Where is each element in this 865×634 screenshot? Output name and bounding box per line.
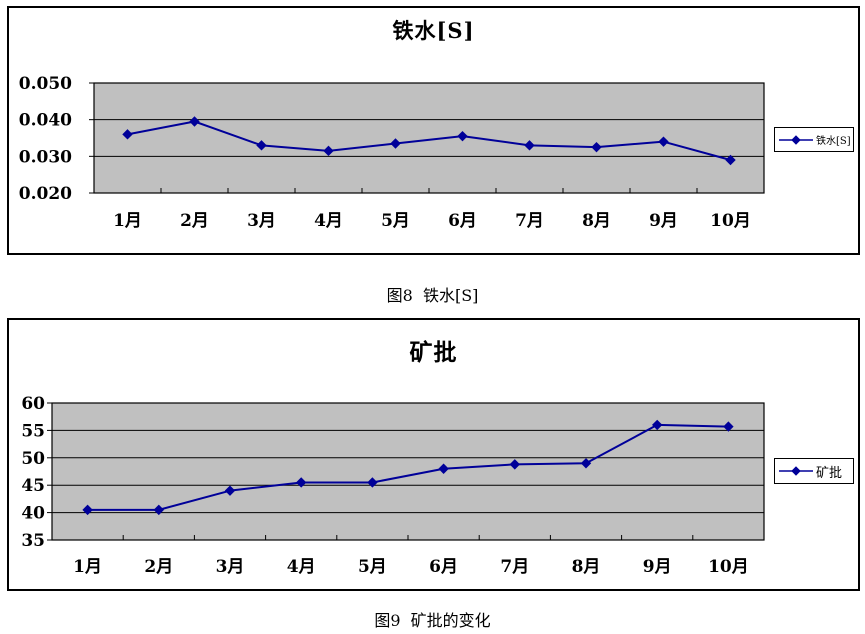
legend-line-diamond-icon [779, 134, 813, 145]
chart1-legend-label: 铁水[S] [816, 136, 851, 147]
chart2-legend: 矿批 [774, 458, 854, 484]
legend-line-diamond-icon [779, 466, 813, 476]
figure8-caption: 图8 铁水[S] [386, 286, 479, 305]
figure9-chart-frame: 矿批 [7, 318, 860, 591]
chart2-title: 矿批 [409, 339, 458, 366]
chart1-title: 铁水[S] [392, 18, 475, 43]
figure8-chart-frame: 铁水[S] [7, 6, 860, 255]
figure9-caption: 图9 矿批的变化 [374, 611, 491, 630]
chart2-legend-label: 矿批 [816, 465, 843, 481]
chart1-legend: 铁水[S] [774, 127, 854, 152]
